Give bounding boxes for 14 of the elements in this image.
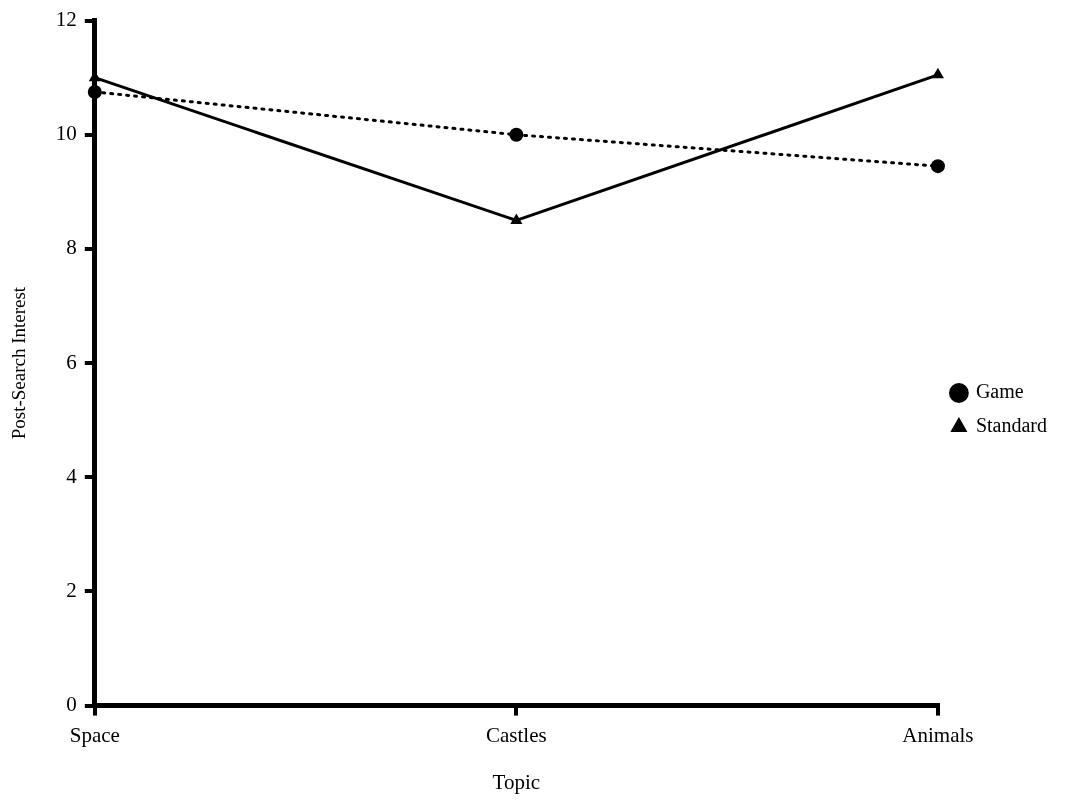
y-tick-label: 6	[66, 349, 77, 374]
x-tick-label: Castles	[486, 722, 547, 747]
x-tick-label: Space	[69, 722, 120, 747]
legend-label: Game	[975, 380, 1024, 403]
y-tick-label: 8	[66, 235, 77, 260]
y-axis-title: Post-Search Interest	[8, 286, 30, 440]
x-tick-label: Animals	[902, 722, 974, 747]
legend-label: Standard	[975, 414, 1047, 437]
y-tick-label: 10	[55, 121, 77, 146]
x-axis-title: Topic	[492, 769, 541, 794]
y-tick-label: 0	[66, 692, 77, 717]
y-tick-label: 12	[55, 7, 77, 32]
y-tick-label: 4	[66, 463, 78, 488]
y-tick-label: 2	[66, 577, 77, 602]
